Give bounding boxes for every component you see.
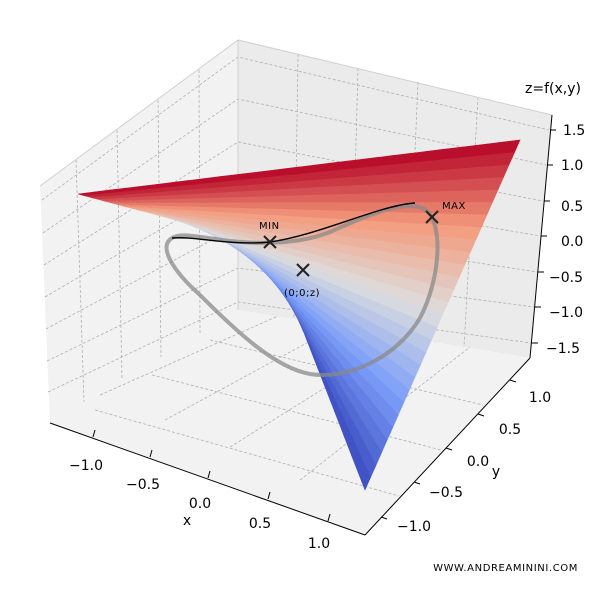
surface-patch [328, 210, 343, 220]
pane-back-left [40, 40, 238, 423]
surface-patch [329, 185, 345, 196]
surface-patch [302, 209, 317, 219]
watermark: WWW.ANDREAMININI.COM [433, 563, 578, 574]
surface-patch [287, 195, 303, 204]
surface-patch [231, 196, 249, 204]
surface-patch [371, 183, 389, 194]
surface-patch [357, 184, 374, 195]
surface-patch [361, 468, 371, 491]
surface-patch [343, 184, 360, 195]
constraint-curve-top [171, 202, 416, 244]
z-tick-label: −0.5 [549, 270, 583, 286]
surface-patch [286, 188, 302, 197]
marker-max-label: MAX [442, 201, 466, 212]
marker-origin [296, 263, 310, 277]
marker-min [263, 235, 277, 249]
surface-patch [315, 202, 330, 212]
surface-patch [233, 202, 251, 209]
surface-patch [315, 194, 331, 204]
surface-patch [387, 172, 405, 185]
surface-patch [242, 190, 261, 198]
surface-patch [274, 202, 291, 210]
surface-patch [365, 220, 381, 232]
z-tick-label: −1.0 [549, 305, 583, 321]
surface-patch [369, 192, 387, 203]
z-tick-label: −1.5 [546, 341, 580, 357]
surface-patch [328, 202, 344, 212]
surface-patch [285, 180, 302, 190]
surface-patch [315, 186, 331, 196]
surface-patch [344, 167, 362, 179]
surface-patch [273, 195, 290, 204]
y-tick-label: 0.5 [499, 422, 521, 438]
surface-patch [299, 172, 316, 182]
surface-patch [314, 170, 331, 181]
x-axis-label: x [183, 513, 191, 529]
surface-patch [315, 217, 330, 227]
surface-patch [299, 179, 316, 189]
surface-patch [301, 194, 317, 204]
surface-patch [356, 193, 373, 203]
surface-patch [329, 169, 347, 180]
marker-min-label: MIN [259, 221, 280, 232]
x-tick-label: −1.0 [69, 458, 103, 474]
surface-patch [225, 185, 244, 193]
surface-patch [329, 194, 345, 204]
z-tick-label: 0.0 [561, 234, 583, 250]
surface-patch [288, 202, 304, 211]
surface-patch [342, 193, 359, 203]
surface-patch [261, 202, 278, 210]
surface-patch [257, 189, 274, 198]
surface-patch [372, 173, 391, 185]
x-tick-label: 1.0 [308, 536, 330, 552]
surface-patch [342, 202, 357, 212]
y-tick-label: 0.0 [467, 454, 489, 470]
marker-max [425, 210, 439, 224]
surface-patch [300, 187, 317, 196]
surface-patch [358, 175, 376, 186]
surface-patch [276, 208, 292, 217]
surface-patch [228, 191, 247, 199]
surface-patch [359, 166, 377, 178]
y-tick-label: 1.0 [529, 390, 551, 406]
z-tick-label: 1.5 [563, 123, 585, 139]
y-axis-label: y [492, 464, 500, 480]
surface-patch [301, 202, 317, 211]
z-axis-label: z=f(x,y) [525, 81, 581, 97]
x-tick-label: 0.5 [249, 516, 271, 532]
saddle-surface [77, 139, 521, 491]
y-tick-label: −0.5 [429, 485, 463, 501]
surface-patch [363, 229, 379, 241]
surface-patch [374, 164, 393, 176]
x-tick-label: −0.5 [126, 477, 160, 493]
surface-patch [240, 184, 259, 192]
z-tick-label: 1.0 [561, 158, 583, 174]
surface-patch [315, 209, 330, 219]
surface-patch [263, 208, 279, 216]
surface-patch [245, 196, 263, 204]
surface-patch [255, 183, 273, 192]
surface-patch [270, 182, 287, 191]
surface-patch [355, 202, 371, 213]
x-tick-label: 0.0 [189, 496, 211, 512]
surface-patch [289, 209, 304, 218]
surface-patch [385, 182, 403, 194]
surface-patch [271, 188, 288, 197]
surface-patch [247, 202, 265, 210]
surface-patch [329, 177, 346, 188]
tick-marks [92, 129, 556, 522]
surface-patch [344, 176, 361, 187]
surface-patch [314, 178, 331, 189]
z-tick-label: 0.5 [561, 199, 583, 215]
surface-patch [259, 196, 276, 204]
marker-origin-label: (0;0;z) [284, 288, 320, 299]
y-tick-label: −1.0 [397, 519, 431, 535]
